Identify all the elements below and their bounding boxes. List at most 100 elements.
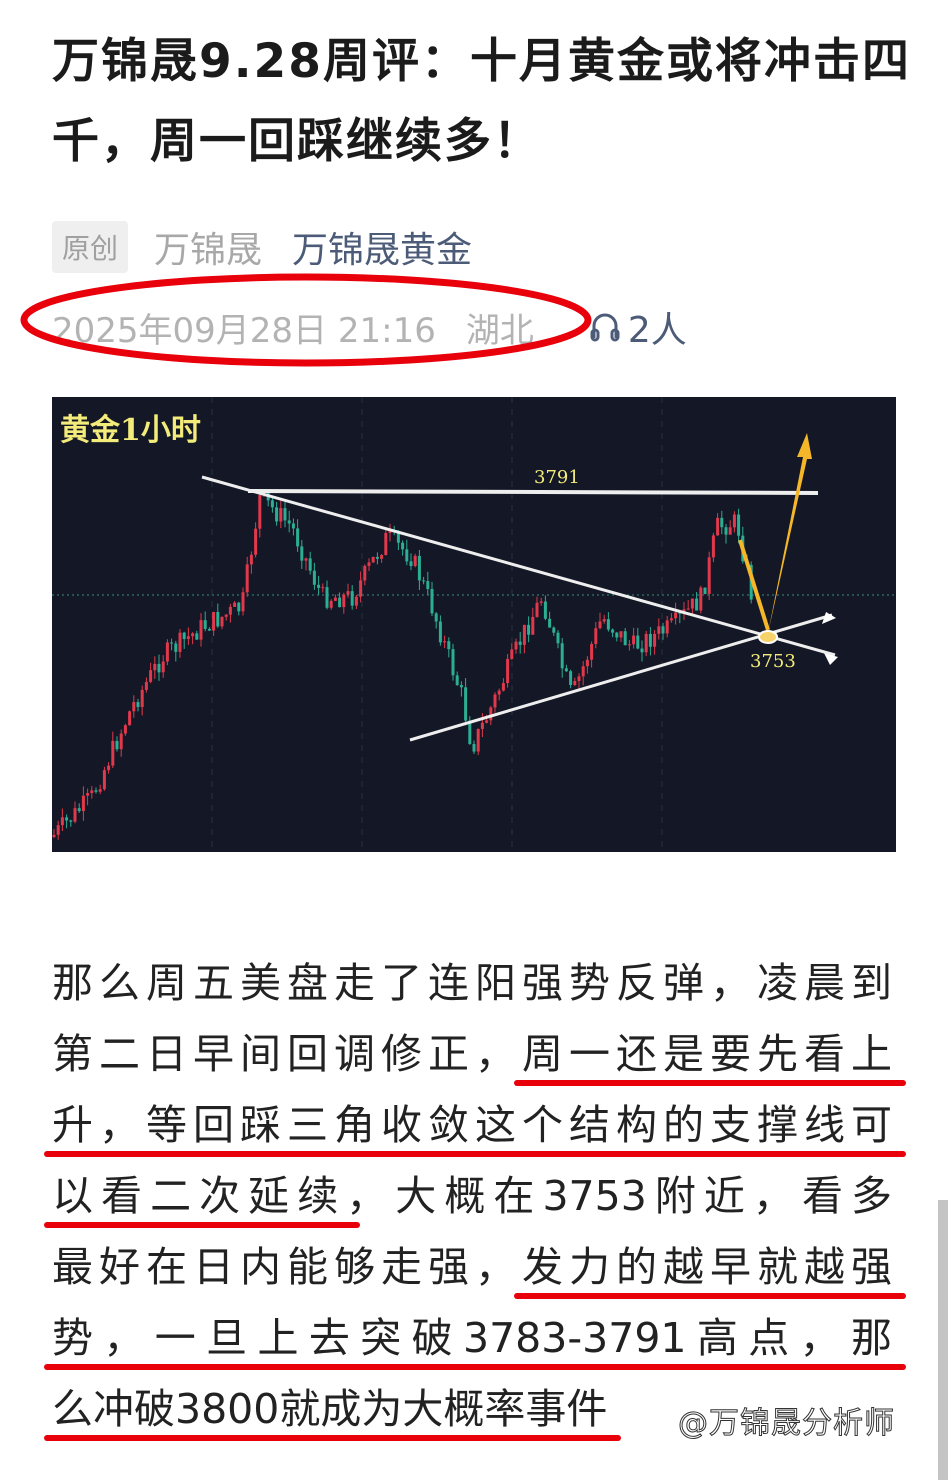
paragraph-line: 最好在日内能够走强，发力的越早就越强: [52, 1232, 892, 1303]
candle-body: [350, 591, 354, 606]
candle-body: [632, 635, 636, 645]
up-arrow: [768, 433, 812, 633]
candle-body: [653, 633, 657, 647]
candle-body: [165, 642, 169, 662]
candle-body: [695, 598, 699, 611]
candle-body: [338, 597, 342, 608]
support-label: 3753: [750, 651, 796, 672]
candle-body: [65, 817, 69, 821]
candle-body: [375, 556, 379, 559]
candle-body: [527, 624, 531, 635]
candle-body: [275, 507, 279, 522]
candle-body: [430, 589, 434, 614]
candle-body: [636, 635, 640, 649]
support-point: [758, 630, 778, 644]
candle-body: [728, 527, 732, 535]
article-paragraph: 那么周五美盘走了连阳强势反弹，凌晨到 第二日早间回调修正，周一还是要先看上 升，等回…: [52, 948, 892, 1445]
candle-body: [485, 720, 489, 723]
candle-body: [623, 631, 627, 646]
underlined-text: 以看二次延续: [52, 1172, 347, 1220]
candle-body: [321, 587, 325, 589]
candle-body: [438, 621, 442, 643]
candle-body: [426, 581, 430, 590]
candle-body: [678, 612, 682, 614]
candle-body: [472, 744, 476, 752]
resistance-label: 3791: [534, 467, 580, 488]
candle-body: [569, 671, 573, 685]
candle-body: [720, 517, 724, 528]
candle-body: [115, 740, 119, 750]
candle-body: [90, 790, 94, 794]
candle-body: [506, 658, 510, 684]
underlined-text: 升，等回踩三角收敛这个结构的支撑线可: [52, 1101, 892, 1149]
candle-body: [497, 690, 501, 695]
candle-body: [501, 683, 505, 691]
author-name[interactable]: 万锦晟: [154, 230, 263, 271]
candle-body: [611, 629, 615, 633]
candle-body: [254, 528, 258, 555]
candle-body: [434, 613, 438, 622]
candle-body: [489, 707, 493, 721]
candle-body: [699, 587, 703, 611]
listener-count: 2人: [627, 310, 687, 351]
candle-body: [195, 633, 199, 640]
candle-body: [493, 694, 497, 708]
candle-body: [657, 626, 661, 634]
candle-body: [186, 636, 190, 640]
red-circle-annotation: [20, 273, 592, 367]
candle-body: [207, 628, 211, 631]
candle-body: [422, 580, 426, 582]
candle-body: [732, 514, 736, 528]
candlestick-chart: 黄金1小时 3791 3753: [52, 397, 896, 852]
account-link[interactable]: 万锦晟黄金: [292, 230, 473, 271]
candle-body: [716, 517, 720, 536]
underlined-text: 势，一旦上去突破3783-3791高点，那: [52, 1314, 892, 1362]
candle-body: [191, 633, 195, 637]
candle-body: [371, 556, 375, 563]
candle-body: [300, 546, 304, 561]
candle-body: [60, 817, 64, 826]
scrollbar[interactable]: [938, 1200, 948, 1480]
candle-body: [140, 689, 144, 708]
candle-body: [606, 619, 610, 630]
watermark: @万锦晟分析师: [678, 1406, 895, 1442]
text-segment: ，大概在3753附近，看多: [346, 1172, 893, 1220]
candle-body: [690, 598, 694, 609]
candle-body: [619, 631, 623, 638]
candle-body: [241, 592, 245, 612]
candle-body: [245, 564, 249, 593]
gold-chart-image[interactable]: 黄金1小时 3791 3753: [52, 397, 896, 852]
candle-body: [77, 808, 81, 812]
candle-body: [144, 681, 148, 690]
candle-body: [594, 628, 598, 644]
candle-body: [455, 675, 459, 686]
text-segment: 第二日早间回调修正，: [52, 1030, 522, 1078]
candle-body: [123, 725, 127, 734]
candle-body: [111, 740, 115, 766]
candle-body: [707, 557, 711, 594]
candle-body: [237, 602, 241, 612]
paragraph-line: 升，等回踩三角收敛这个结构的支撑线可: [52, 1090, 892, 1161]
candle-body: [451, 649, 455, 676]
candle-body: [644, 633, 648, 653]
listen-button[interactable]: 2人: [590, 301, 687, 353]
candle-body: [56, 825, 60, 835]
candle-body: [556, 632, 560, 644]
candle-body: [573, 681, 577, 685]
candle-body: [317, 584, 321, 588]
candle-body: [552, 627, 556, 633]
candle-body: [518, 641, 522, 645]
candle-body: [686, 608, 690, 610]
candle-body: [459, 685, 463, 688]
candle-body: [447, 641, 451, 650]
text-segment: 那么周五美盘走了连阳强势反弹，凌晨到: [52, 959, 892, 1007]
paragraph-line: 么冲破3800就成为大概率事件: [52, 1374, 892, 1445]
candle-body: [514, 641, 518, 650]
candle-body: [564, 668, 568, 672]
headphones-icon: [590, 313, 620, 342]
candle-body: [510, 649, 514, 659]
candle-body: [388, 531, 392, 533]
candle-body: [480, 722, 484, 729]
candle-body: [602, 619, 606, 622]
candle-body: [417, 555, 421, 581]
